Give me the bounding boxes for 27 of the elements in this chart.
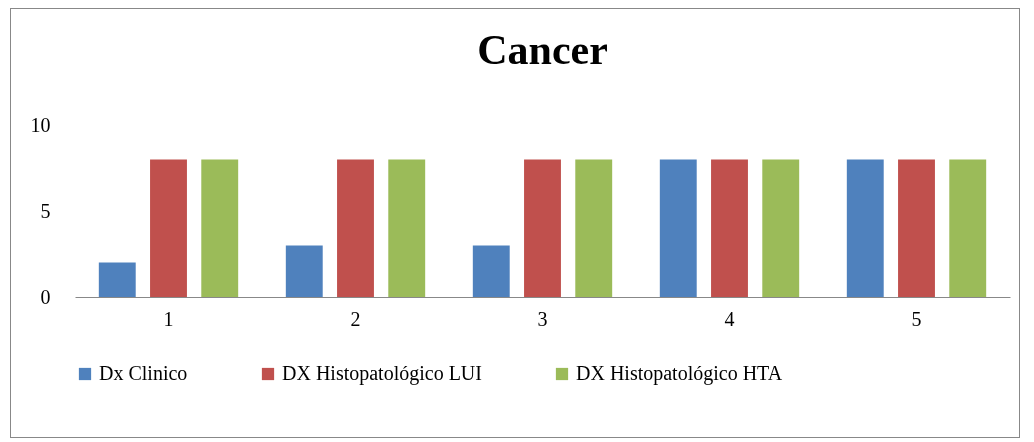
bar	[575, 159, 613, 297]
bar	[285, 245, 323, 297]
x-tick-label: 4	[724, 307, 735, 330]
bar	[898, 159, 935, 297]
bar	[472, 245, 510, 297]
legend-label: Dx Clinico	[99, 362, 188, 384]
bar	[150, 159, 187, 297]
bar	[762, 159, 800, 297]
bar	[388, 159, 426, 297]
bar	[659, 159, 697, 297]
bar	[524, 159, 561, 297]
x-tick-label: 1	[163, 307, 174, 330]
bar	[201, 159, 239, 297]
x-tick-label: 5	[911, 307, 922, 330]
legend-label: DX Histopatológico LUI	[282, 362, 482, 385]
legend-label: DX Histopatológico HTA	[576, 362, 783, 385]
bar	[98, 262, 136, 297]
bar	[711, 159, 748, 297]
y-tick-label: 5	[40, 199, 51, 222]
bar	[846, 159, 884, 297]
bar	[337, 159, 374, 297]
bar	[949, 159, 987, 297]
x-tick-label: 2	[350, 307, 361, 330]
chart-title: Cancer	[477, 27, 608, 73]
y-tick-label: 0	[40, 285, 51, 308]
x-tick-label: 3	[537, 307, 548, 330]
y-tick-label: 10	[30, 113, 51, 136]
